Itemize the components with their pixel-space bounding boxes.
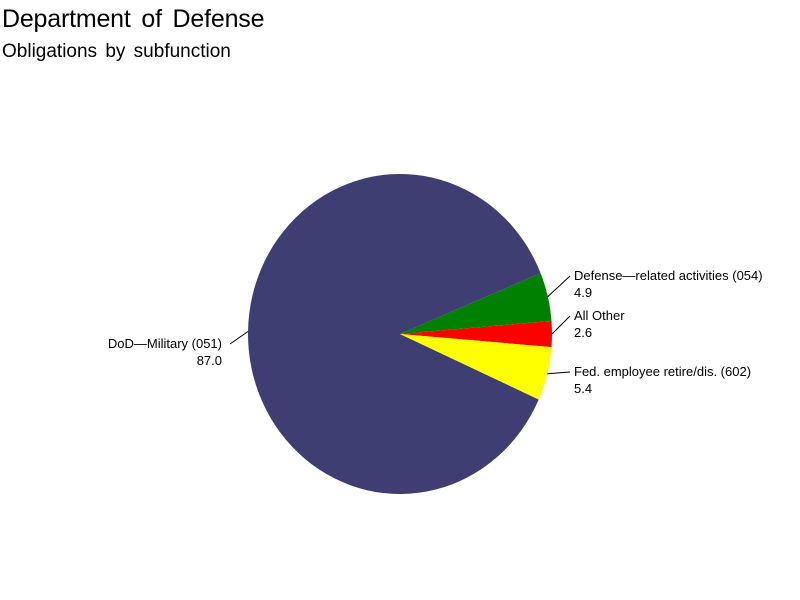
pie-slices — [247, 173, 552, 494]
slice-value-defense-related: 4.9 — [574, 285, 592, 300]
leader-line-fed-employee-retire — [547, 371, 571, 375]
slice-label-all-other: All Other — [574, 308, 625, 323]
leader-lines — [229, 275, 571, 375]
chart-subtitle: Obligations by subfunction — [2, 41, 231, 62]
pie-slice-fed-employee-retire — [400, 334, 552, 400]
leader-line-all-other — [551, 315, 571, 335]
leader-line-defense-related — [547, 275, 571, 297]
slice-value-all-other: 2.6 — [574, 325, 592, 340]
slice-value-fed-employee-retire: 5.4 — [574, 381, 592, 396]
slice-label-fed-employee-retire: Fed. employee retire/dis. (602) — [574, 364, 751, 379]
pie-slice-all-other — [400, 320, 552, 348]
slice-label-defense-related: Defense—related activities (054) — [574, 268, 763, 283]
pie-slice-defense-related — [400, 273, 552, 334]
leader-line-dod-military — [229, 331, 249, 345]
slice-value-dod-military: 87.0 — [197, 353, 222, 368]
chart-title: Department of Defense — [2, 5, 265, 33]
slice-label-dod-military: DoD—Military (051) — [108, 336, 222, 351]
slice-labels: All Other 2.6 Defense—related activities (… — [108, 268, 763, 396]
pie-slice-dod-military — [247, 173, 541, 494]
